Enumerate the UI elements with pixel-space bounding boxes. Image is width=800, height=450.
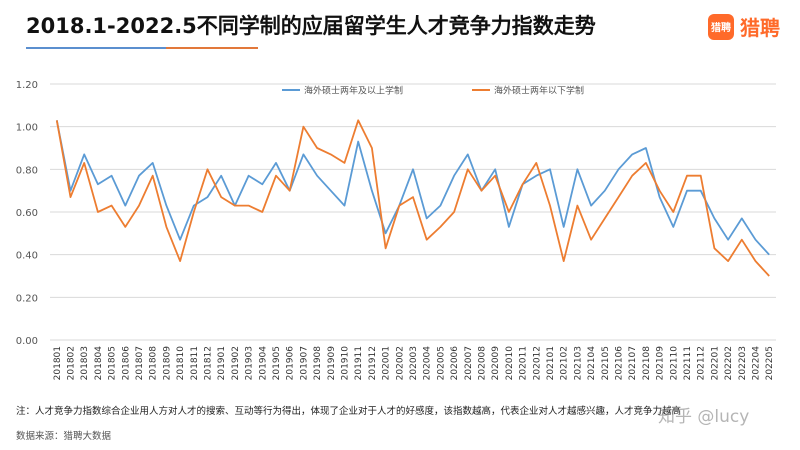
x-tick-label: 202101 xyxy=(546,346,556,380)
x-tick-label: 201904 xyxy=(258,346,268,381)
x-tick-label: 202111 xyxy=(683,346,693,380)
title-underline xyxy=(26,47,326,50)
legend-label-2: 海外硕士两年以下学制 xyxy=(494,85,584,97)
x-tick-label: 202007 xyxy=(464,346,474,380)
x-tick-label: 201911 xyxy=(354,346,364,380)
x-tick-label: 202012 xyxy=(532,346,542,380)
x-tick-label: 202002 xyxy=(395,346,405,380)
x-tick-label: 202105 xyxy=(601,346,611,380)
x-tick-label: 201912 xyxy=(368,346,378,380)
x-tick-label: 201803 xyxy=(80,346,90,380)
x-tick-label: 201902 xyxy=(231,346,241,380)
x-tick-label: 202205 xyxy=(765,346,775,380)
chart-title: 2018.1-2022.5不同学制的应届留学生人才竞争力指数走势 xyxy=(26,14,596,38)
legend-label-1: 海外硕士两年及以上学制 xyxy=(304,85,403,97)
x-tick-label: 202106 xyxy=(614,346,624,381)
x-tick-label: 201812 xyxy=(204,346,214,380)
x-tick-label: 201805 xyxy=(108,346,118,380)
x-tick-label: 201809 xyxy=(162,346,172,381)
x-tick-label: 202112 xyxy=(697,346,707,380)
x-tick-label: 201908 xyxy=(313,346,323,381)
x-tick-label: 201901 xyxy=(217,346,227,380)
x-tick-label: 202003 xyxy=(409,346,419,380)
x-tick-label: 201802 xyxy=(67,346,77,380)
x-tick-label: 202203 xyxy=(738,346,748,380)
x-tick-label: 202107 xyxy=(628,346,638,380)
series-line-2 xyxy=(55,119,770,277)
data-source: 数据来源：猎聘大数据 xyxy=(16,431,112,442)
y-tick-label: 0.00 xyxy=(16,336,38,347)
x-tick-label: 202201 xyxy=(710,346,720,380)
x-tick-label: 201910 xyxy=(341,346,351,381)
y-tick-label: 1.20 xyxy=(16,80,38,91)
watermark: 知乎 @lucy xyxy=(658,407,750,427)
x-tick-label: 202202 xyxy=(724,346,734,380)
x-tick-label: 201810 xyxy=(176,346,186,381)
x-tick-label: 201905 xyxy=(272,346,282,380)
x-tick-label: 201801 xyxy=(53,346,63,380)
x-tick-label: 202103 xyxy=(573,346,583,380)
x-tick-label: 201811 xyxy=(190,346,200,380)
x-tick-label: 201903 xyxy=(245,346,255,380)
x-tick-label: 202204 xyxy=(751,346,761,381)
x-tick-label: 201808 xyxy=(149,346,159,381)
liepin-logo: 猎聘 猎聘 xyxy=(708,12,780,41)
x-tick-label: 202110 xyxy=(669,346,679,381)
liepin-logo-icon: 猎聘 xyxy=(708,13,734,40)
y-tick-label: 0.80 xyxy=(16,165,38,176)
x-tick-label: 202006 xyxy=(450,346,460,381)
x-tick-label: 201907 xyxy=(299,346,309,380)
x-tick-label: 202004 xyxy=(423,346,433,381)
y-tick-label: 0.60 xyxy=(16,208,38,219)
x-tick-label: 202008 xyxy=(477,346,487,381)
x-tick-label: 202005 xyxy=(436,346,446,380)
x-tick-label: 201906 xyxy=(286,346,296,381)
x-tick-label: 202009 xyxy=(491,346,501,381)
x-tick-label: 202104 xyxy=(587,346,597,381)
x-tick-label: 202001 xyxy=(382,346,392,380)
y-tick-label: 0.20 xyxy=(16,293,38,304)
x-tick-label: 202011 xyxy=(519,346,529,380)
x-tick-label: 202010 xyxy=(505,346,515,381)
x-tick-label: 201807 xyxy=(135,346,145,380)
x-tick-label: 201909 xyxy=(327,346,337,381)
x-tick-label: 201804 xyxy=(94,346,104,381)
y-tick-label: 0.40 xyxy=(16,251,38,262)
liepin-logo-text: 猎聘 xyxy=(740,16,780,40)
x-tick-label: 201806 xyxy=(121,346,131,381)
x-tick-label: 202102 xyxy=(560,346,570,380)
x-tick-label: 202108 xyxy=(642,346,652,381)
y-tick-label: 1.00 xyxy=(16,123,38,134)
x-tick-label: 202109 xyxy=(656,346,666,381)
series-line-1 xyxy=(55,120,770,256)
footnote: 注：人才竞争力指数综合企业用人方对人才的搜索、互动等行为得出，体现了企业对于人才… xyxy=(16,406,682,417)
